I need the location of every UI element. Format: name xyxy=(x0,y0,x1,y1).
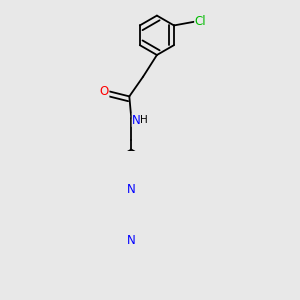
Text: N: N xyxy=(132,113,141,127)
Text: H: H xyxy=(140,115,148,125)
Text: N: N xyxy=(127,234,136,247)
Text: N: N xyxy=(127,182,136,196)
Text: Cl: Cl xyxy=(195,15,206,28)
Text: O: O xyxy=(100,85,109,98)
